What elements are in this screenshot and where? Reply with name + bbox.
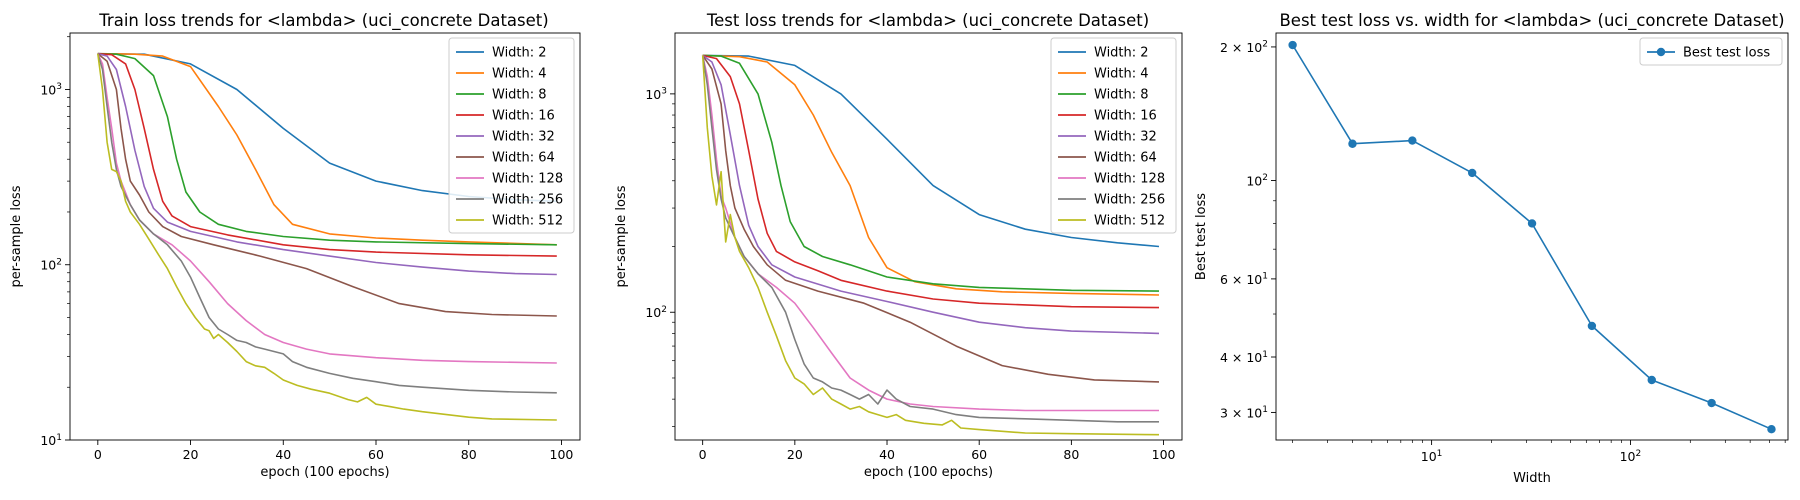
legend-label: Width: 128	[492, 172, 563, 187]
x-tick-label: 60	[368, 447, 384, 462]
series-line-width-64	[702, 54, 1160, 383]
chart-panel-2: Test loss trends for <lambda> (uci_concr…	[614, 11, 1183, 480]
x-tick-label: 60	[971, 447, 987, 462]
x-tick-label: 102	[1620, 449, 1642, 464]
x-tick-label: 80	[1063, 447, 1079, 462]
legend-label: Width: 16	[1094, 109, 1157, 124]
legend-label: Best test loss	[1683, 46, 1770, 61]
x-tick-label: 20	[787, 447, 803, 462]
x-tick-label: 100	[1152, 447, 1176, 462]
series-line-best-test-loss	[1291, 44, 1772, 430]
series-line-width-8	[97, 52, 557, 246]
legend-box	[1639, 37, 1783, 66]
legend-label: Width: 512	[492, 214, 563, 229]
y-tick-label: 3 × 101	[1220, 405, 1268, 420]
y-tick-label: 6 × 101	[1220, 272, 1268, 287]
legend-label: Width: 256	[492, 193, 563, 208]
y-tick-label: 102	[40, 257, 62, 272]
legend: Width: 2 Width: 4 Width: 8 Width: 16 Width: …	[448, 37, 575, 234]
axes-frame	[69, 32, 581, 441]
series-line-width-256	[701, 55, 1159, 423]
legend-label: Width: 8	[1094, 88, 1149, 103]
y-tick-label: 4 × 101	[1220, 350, 1268, 365]
chart-panel-3: Best test loss vs. width for <lambda> (u…	[1194, 11, 1789, 486]
series-line-width-16	[97, 52, 557, 257]
y-tick-label: 103	[645, 87, 667, 102]
legend-label: Width: 2	[492, 46, 547, 61]
x-tick-label: 40	[275, 447, 291, 462]
series-line-width-8	[702, 54, 1160, 292]
legend-label: Width: 64	[1094, 151, 1157, 166]
x-axis-label: epoch (100 epochs)	[864, 465, 993, 480]
series-line-width-2	[702, 54, 1160, 248]
x-tick-label: 0	[699, 447, 707, 462]
plot-area	[1288, 40, 1776, 434]
legend-label: Width: 8	[492, 88, 547, 103]
x-tick-label: 20	[183, 447, 199, 462]
chart-panel-1: Train loss trends for <lambda> (uci_conc…	[9, 11, 581, 480]
y-tick-label: 102	[1246, 173, 1268, 188]
series-line-width-512	[97, 53, 557, 421]
legend: Width: 2 Width: 4 Width: 8 Width: 16 Width: …	[1050, 37, 1177, 234]
legend-label: Width: 32	[492, 130, 555, 145]
data-point	[1767, 424, 1776, 434]
chart-title: Train loss trends for <lambda> (uci_conc…	[98, 11, 548, 31]
data-point	[1467, 168, 1477, 178]
legend-label: Width: 4	[1094, 67, 1149, 82]
series-line-width-4	[97, 52, 557, 246]
plot-area	[97, 52, 557, 421]
legend-label: Width: 16	[492, 109, 555, 124]
series-line-width-4	[702, 54, 1160, 296]
series-line-width-32	[97, 52, 557, 276]
y-axis-label: Best test loss	[1194, 193, 1209, 280]
series-line-width-16	[702, 54, 1160, 309]
series-line-width-64	[97, 53, 557, 317]
legend-label: Width: 4	[492, 67, 547, 82]
series-line-width-128	[701, 55, 1159, 412]
legend-label: Width: 64	[492, 151, 555, 166]
legend-box	[448, 37, 575, 234]
x-axis-label: epoch (100 epochs)	[260, 465, 389, 480]
legend-label: Width: 32	[1094, 130, 1157, 145]
data-point	[1288, 40, 1297, 50]
x-tick-label: 101	[1421, 449, 1443, 464]
chart-title: Test loss trends for <lambda> (uci_concr…	[706, 11, 1149, 31]
y-axis-label: per-sample loss	[614, 185, 629, 287]
data-point	[1587, 321, 1597, 331]
y-axis-label: per-sample loss	[9, 185, 24, 287]
data-point	[1707, 398, 1716, 408]
legend-label: Width: 512	[1094, 214, 1165, 229]
legend-label: Width: 128	[1094, 172, 1165, 187]
legend-box	[1050, 37, 1177, 234]
legend-label: Width: 256	[1094, 193, 1165, 208]
plot-area	[701, 54, 1160, 436]
y-tick-label: 103	[40, 82, 62, 97]
series-line-width-512	[701, 55, 1160, 436]
y-tick-label: 102	[645, 305, 667, 320]
axes-frame	[674, 32, 1183, 441]
axes-frame	[1275, 32, 1789, 441]
x-tick-label: 40	[879, 447, 895, 462]
data-point	[1647, 375, 1656, 385]
x-tick-label: 100	[550, 447, 574, 462]
data-point	[1408, 136, 1417, 145]
legend-marker	[1656, 47, 1666, 57]
y-tick-label: 2 × 102	[1220, 40, 1268, 55]
series-line-width-128	[97, 53, 557, 364]
legend: Best test loss	[1639, 37, 1783, 66]
chart-title: Best test loss vs. width for <lambda> (u…	[1279, 11, 1784, 31]
x-tick-label: 0	[94, 447, 102, 462]
series-line-width-32	[702, 54, 1160, 335]
legend-label: Width: 2	[1094, 46, 1149, 61]
y-tick-label: 101	[40, 433, 62, 448]
data-point	[1527, 219, 1537, 228]
data-point	[1348, 139, 1357, 148]
x-tick-label: 80	[461, 447, 477, 462]
x-axis-label: Width	[1513, 471, 1551, 486]
